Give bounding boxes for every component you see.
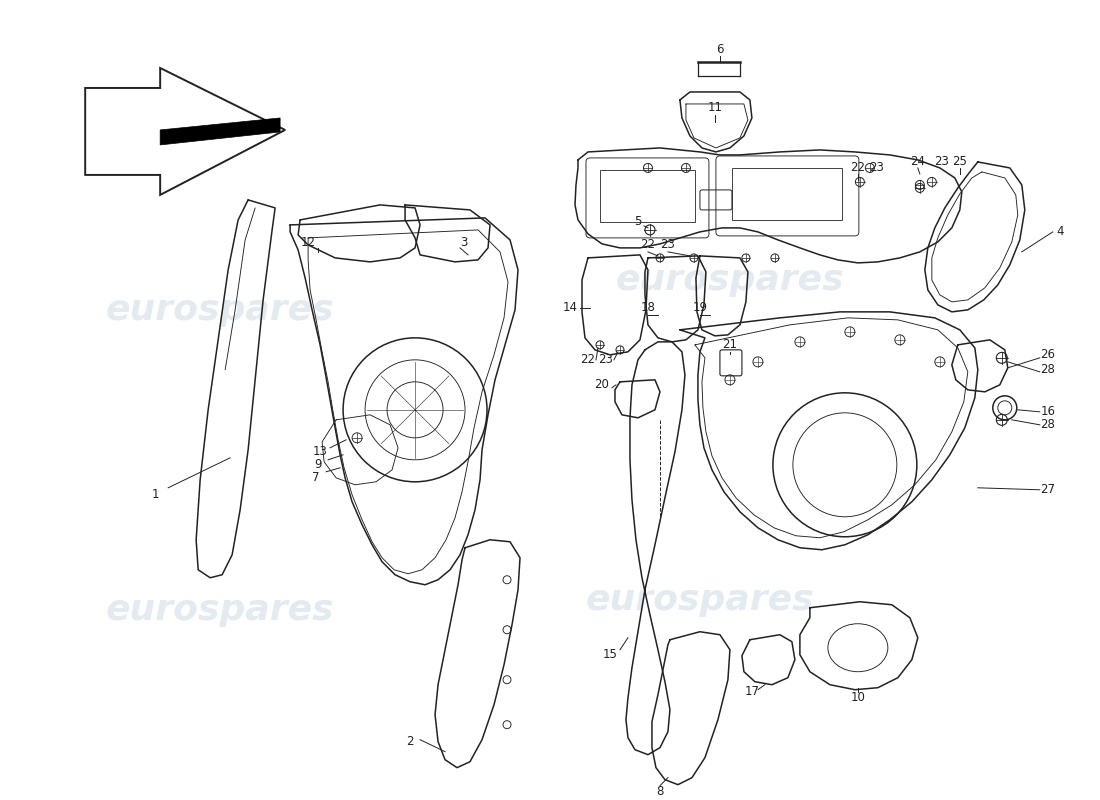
Text: 22: 22	[850, 162, 866, 174]
Text: 1: 1	[152, 488, 158, 502]
Text: 28: 28	[1041, 418, 1055, 431]
Text: 15: 15	[603, 648, 617, 662]
Text: eurospares: eurospares	[616, 263, 844, 297]
Text: 7: 7	[312, 471, 320, 484]
Text: 17: 17	[745, 686, 759, 698]
Text: 22: 22	[581, 354, 595, 366]
Text: 16: 16	[1041, 406, 1055, 418]
Text: 4: 4	[1056, 226, 1064, 238]
Text: 5: 5	[635, 215, 641, 229]
Text: 3: 3	[460, 236, 467, 250]
Text: 23: 23	[660, 238, 675, 251]
Text: 28: 28	[1041, 363, 1055, 376]
Text: 19: 19	[692, 302, 707, 314]
Text: 10: 10	[850, 691, 866, 704]
Text: 26: 26	[1041, 348, 1055, 362]
Text: 18: 18	[640, 302, 656, 314]
Polygon shape	[85, 68, 285, 195]
Bar	[732, 168, 842, 220]
Text: 23: 23	[934, 155, 949, 169]
Bar	[600, 170, 695, 222]
Text: 2: 2	[406, 735, 414, 748]
Text: 9: 9	[315, 458, 322, 471]
Text: 23: 23	[598, 354, 614, 366]
Text: 25: 25	[953, 155, 967, 169]
Text: 20: 20	[594, 378, 609, 391]
Polygon shape	[161, 118, 280, 145]
Text: eurospares: eurospares	[106, 293, 334, 327]
Text: 22: 22	[640, 238, 656, 251]
Text: 6: 6	[716, 43, 724, 57]
Text: 27: 27	[1041, 483, 1055, 496]
Text: eurospares: eurospares	[106, 593, 334, 626]
Text: 23: 23	[869, 162, 884, 174]
Text: 13: 13	[312, 446, 328, 458]
Text: 24: 24	[911, 155, 925, 169]
Text: 14: 14	[562, 302, 578, 314]
Text: 12: 12	[300, 236, 316, 250]
Text: eurospares: eurospares	[585, 582, 814, 617]
Text: 21: 21	[723, 338, 737, 351]
Text: 11: 11	[707, 102, 723, 114]
Text: 8: 8	[657, 785, 663, 798]
